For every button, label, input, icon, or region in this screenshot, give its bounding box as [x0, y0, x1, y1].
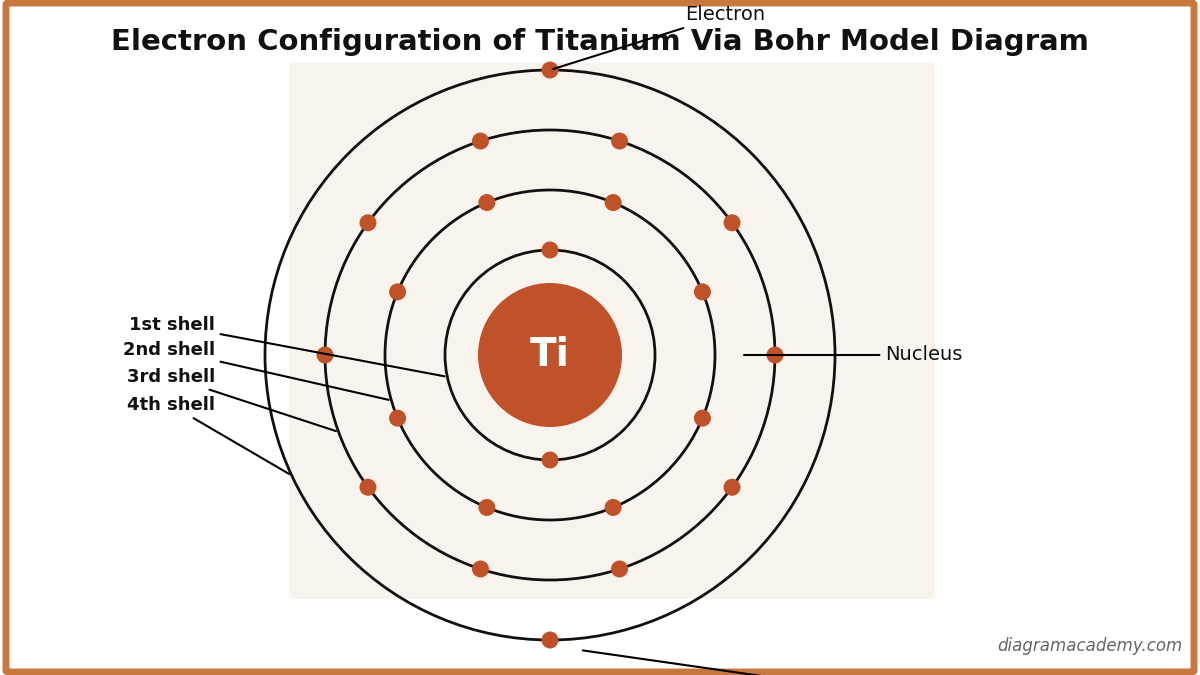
Circle shape — [389, 410, 406, 427]
Text: Valence shell: Valence shell — [583, 651, 958, 675]
FancyBboxPatch shape — [289, 63, 935, 599]
Text: Electron Configuration of Titanium Via Bohr Model Diagram: Electron Configuration of Titanium Via B… — [112, 28, 1088, 56]
Text: Nucleus: Nucleus — [744, 346, 962, 365]
Circle shape — [541, 242, 558, 259]
Circle shape — [479, 499, 496, 516]
Text: Electron: Electron — [553, 5, 766, 69]
Circle shape — [478, 283, 622, 427]
Circle shape — [389, 284, 406, 300]
Text: 1st shell: 1st shell — [130, 316, 444, 377]
Circle shape — [724, 214, 740, 232]
Circle shape — [541, 61, 558, 78]
Circle shape — [767, 346, 784, 364]
Circle shape — [724, 479, 740, 495]
Text: diagramacademy.com: diagramacademy.com — [997, 637, 1182, 655]
Circle shape — [360, 479, 377, 495]
Text: 4th shell: 4th shell — [127, 396, 289, 474]
Circle shape — [605, 499, 622, 516]
Circle shape — [694, 284, 710, 300]
Circle shape — [605, 194, 622, 211]
Circle shape — [472, 132, 488, 149]
Circle shape — [317, 346, 334, 364]
Circle shape — [479, 194, 496, 211]
Circle shape — [694, 410, 710, 427]
Text: 2nd shell: 2nd shell — [122, 341, 389, 400]
Circle shape — [611, 132, 628, 149]
Circle shape — [541, 452, 558, 468]
Text: 3rd shell: 3rd shell — [127, 368, 336, 431]
Text: Ti: Ti — [530, 336, 570, 374]
Circle shape — [541, 632, 558, 649]
Circle shape — [360, 214, 377, 232]
Circle shape — [472, 560, 488, 578]
FancyBboxPatch shape — [6, 3, 1194, 672]
Circle shape — [611, 560, 628, 578]
